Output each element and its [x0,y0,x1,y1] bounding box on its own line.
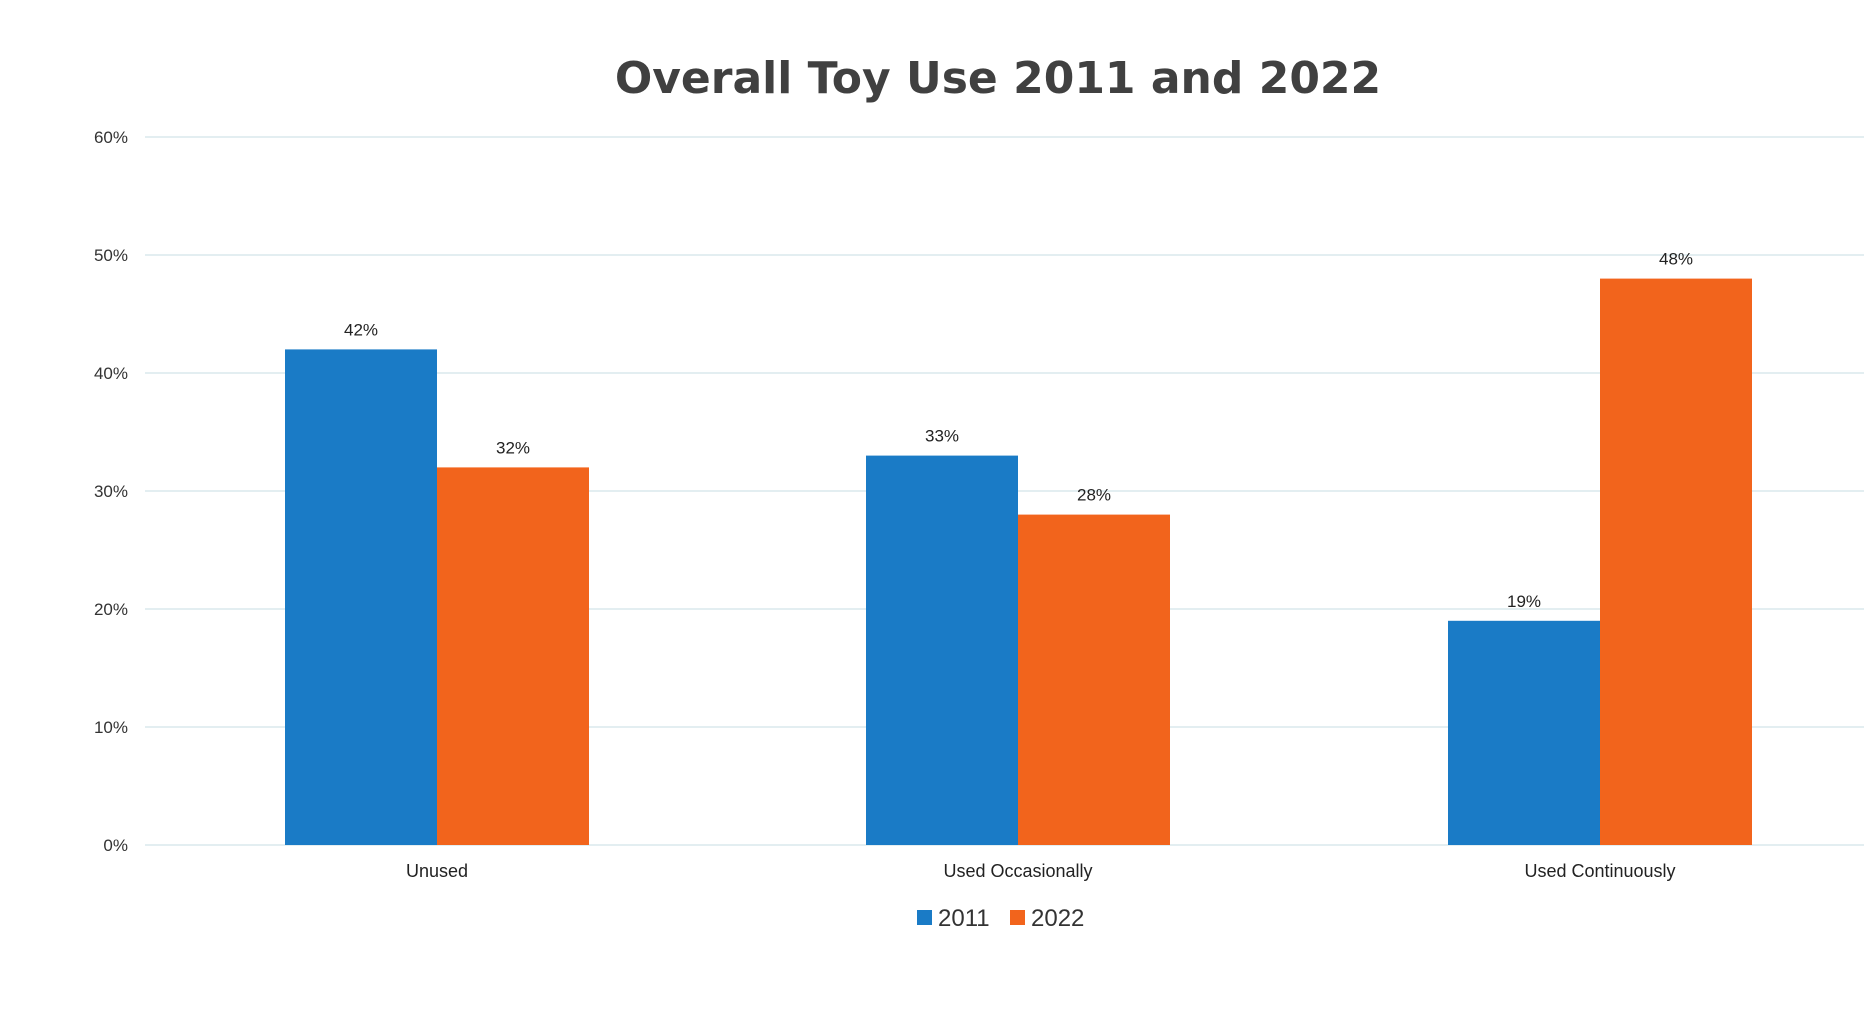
x-category-label: Used Occasionally [943,861,1092,881]
y-tick-label: 40% [94,364,128,383]
legend-swatch-2011 [917,910,932,925]
chart-title: Overall Toy Use 2011 and 2022 [615,53,1381,104]
data-label: 19% [1507,592,1541,611]
bar-2011-0 [285,349,437,845]
data-label: 33% [925,427,959,446]
y-tick-label: 10% [94,718,128,737]
x-axis-categories: Unused Used Occasionally Used Continuously [406,861,1676,881]
bar-2022-1 [1018,514,1170,845]
y-tick-label: 30% [94,482,128,501]
bars [285,278,1752,846]
y-tick-label: 0% [103,836,128,855]
y-tick-label: 50% [94,246,128,265]
legend: 2011 2022 [917,905,1084,932]
data-labels: 42% 32% 33% 28% 19% 48% [344,250,1693,611]
bar-2022-2 [1600,278,1752,846]
y-tick-label: 20% [94,600,128,619]
x-category-label: Unused [406,861,468,881]
data-label: 32% [496,438,530,457]
y-axis-ticks: 0% 10% 20% 30% 40% 50% 60% [94,128,128,855]
data-label: 48% [1659,250,1693,269]
x-category-label: Used Continuously [1524,861,1675,881]
legend-label-2022: 2022 [1031,905,1084,932]
data-label: 28% [1077,486,1111,505]
data-label: 42% [344,320,378,339]
bar-2011-1 [866,455,1018,845]
bar-2022-0 [437,467,589,845]
legend-swatch-2022 [1010,910,1025,925]
bar-2011-2 [1448,620,1600,845]
y-tick-label: 60% [94,128,128,147]
legend-label-2011: 2011 [938,905,990,932]
